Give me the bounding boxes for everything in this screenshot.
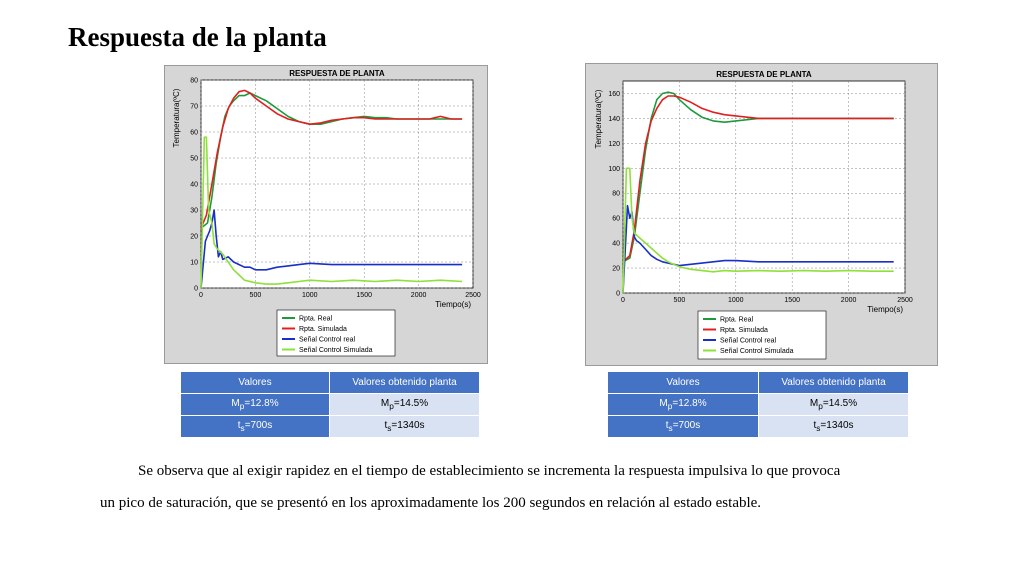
y-tick-label: 0	[194, 286, 198, 293]
x-axis-label: Tiempo(s)	[867, 305, 903, 314]
y-tick-label: 60	[190, 130, 198, 137]
legend-entry: Señal Control Simulada	[299, 347, 373, 354]
y-tick-label: 140	[608, 116, 620, 123]
x-tick-label: 1000	[302, 292, 318, 299]
x-tick-label: 2000	[841, 297, 857, 304]
table-header-row: Valores Valores obtenido planta	[607, 371, 909, 394]
y-tick-label: 50	[190, 156, 198, 163]
y-tick-label: 40	[190, 182, 198, 189]
y-tick-label: 60	[612, 216, 620, 223]
table-cell: Mp=12.8%	[607, 393, 759, 416]
y-tick-label: 40	[612, 241, 620, 248]
table-row: ts=700s ts=1340s	[180, 415, 480, 438]
x-tick-label: 2500	[465, 292, 481, 299]
x-tick-label: 0	[621, 297, 625, 304]
y-tick-label: 30	[190, 208, 198, 215]
chart-panel-right: RESPUESTA DE PLANTA 0 20 40 60 80 100 120 140 160…	[585, 63, 938, 366]
chart-left: RESPUESTA DE PLANTA 0 10 20 30 40 50 60 70 80 0 500…	[172, 69, 481, 357]
series-line	[200, 89, 463, 229]
legend-entry: Rpta. Simulada	[299, 326, 347, 333]
table-row: ts=700s ts=1340s	[607, 415, 909, 438]
y-tick-label: 120	[608, 141, 620, 148]
legend-entry: Señal Control Simulada	[720, 348, 794, 355]
y-tick-label: 20	[612, 266, 620, 273]
series-line	[200, 136, 463, 289]
chart-panel-left: RESPUESTA DE PLANTA 0 10 20 30 40 50 60 70 80 0 500…	[164, 65, 488, 364]
conclusion-paragraph: Se observa que al exigir rapidez en el t…	[100, 455, 980, 519]
table-cell: ts=700s	[607, 415, 759, 438]
y-tick-label: 80	[190, 78, 198, 85]
series-line	[622, 95, 894, 263]
series-line	[622, 167, 894, 294]
y-tick-label: 20	[190, 234, 198, 241]
x-tick-label: 500	[674, 297, 686, 304]
legend-entry: Señal Control real	[720, 338, 776, 345]
table-row: Mp=12.8% Mp=14.5%	[180, 393, 480, 416]
legend-entry: Rpta. Real	[720, 317, 754, 324]
x-tick-label: 1500	[784, 297, 800, 304]
table-header-cell: Valores obtenido planta	[758, 371, 909, 394]
series-line	[200, 209, 463, 289]
paragraph-line: Se observa que al exigir rapidez en el t…	[138, 463, 841, 479]
values-table-right: Valores Valores obtenido planta Mp=12.8%…	[607, 371, 909, 438]
values-table-left: Valores Valores obtenido planta Mp=12.8%…	[180, 371, 480, 438]
table-header-cell: Valores obtenido planta	[329, 371, 480, 394]
table-cell: Mp=12.8%	[180, 393, 330, 416]
legend-box	[697, 310, 827, 360]
legend-box	[276, 309, 396, 357]
slide-title: Respuesta de la planta	[68, 22, 327, 52]
x-tick-label: 2500	[897, 297, 913, 304]
legend-entry: Rpta. Real	[299, 316, 333, 323]
y-tick-label: 160	[608, 91, 620, 98]
y-axis-label: Temperatura(ºC)	[172, 88, 181, 147]
table-header-cell: Valores	[607, 371, 759, 394]
table-cell: Mp=14.5%	[329, 393, 480, 416]
chart-title: RESPUESTA DE PLANTA	[716, 70, 812, 79]
y-axis-label: Temperatura(ºC)	[594, 89, 603, 148]
table-cell: ts=1340s	[329, 415, 480, 438]
y-tick-label: 10	[190, 260, 198, 267]
table-cell: Mp=14.5%	[758, 393, 909, 416]
legend-entry: Señal Control real	[299, 337, 355, 344]
x-tick-label: 1500	[356, 292, 372, 299]
y-tick-label: 100	[608, 166, 620, 173]
legend-entry: Rpta. Simulada	[720, 327, 768, 334]
y-tick-label: 0	[616, 291, 620, 298]
table-cell: ts=1340s	[758, 415, 909, 438]
x-axis-label: Tiempo(s)	[435, 300, 471, 309]
table-row: Mp=12.8% Mp=14.5%	[607, 393, 909, 416]
chart-right: RESPUESTA DE PLANTA 0 20 40 60 80 100 120 140 160…	[594, 70, 913, 360]
x-tick-label: 0	[199, 292, 203, 299]
x-tick-label: 500	[250, 292, 262, 299]
chart-title: RESPUESTA DE PLANTA	[289, 69, 385, 78]
x-tick-label: 2000	[411, 292, 427, 299]
x-tick-label: 1000	[728, 297, 744, 304]
table-header-row: Valores Valores obtenido planta	[180, 371, 480, 394]
table-cell: ts=700s	[180, 415, 330, 438]
y-tick-label: 70	[190, 104, 198, 111]
paragraph-line: un pico de saturación, que se presentó e…	[100, 495, 762, 511]
plot-area	[622, 80, 906, 294]
table-header-cell: Valores	[180, 371, 330, 394]
y-tick-label: 80	[612, 191, 620, 198]
